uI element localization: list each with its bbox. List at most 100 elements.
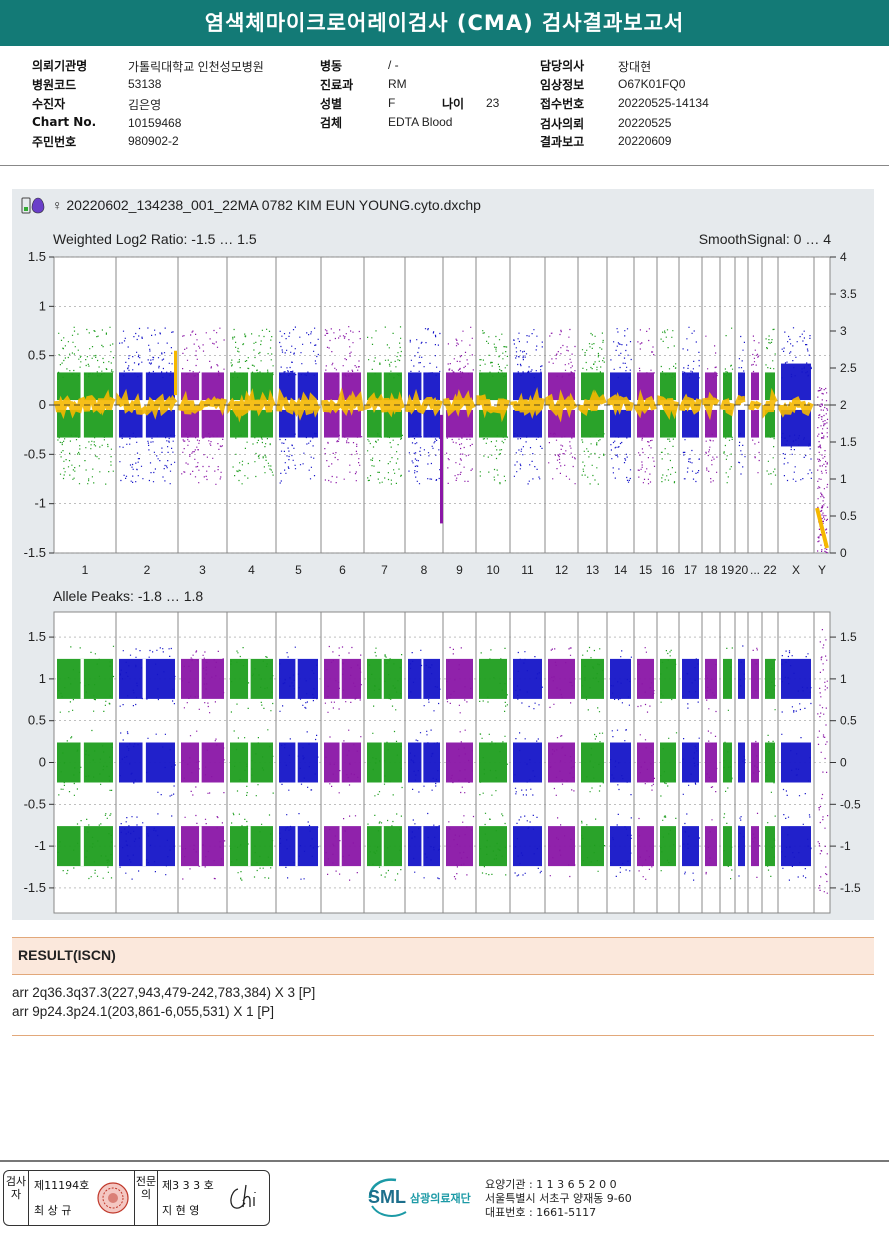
smooth-signal-line <box>578 389 607 417</box>
loss-9p-marker <box>440 414 443 524</box>
smooth-signal-line <box>607 392 634 416</box>
chromosome-20-allele <box>738 645 746 877</box>
age-label: 나이 <box>442 97 465 111</box>
chromosome-label: 16 <box>661 563 675 577</box>
chromosome-label: 10 <box>486 563 500 577</box>
specialist-no: 제3 3 3 호 <box>162 1179 214 1192</box>
file-icons <box>20 196 60 216</box>
allele-title: Allele Peaks: -1.8 … 1.8 <box>53 588 203 604</box>
examiner-name: 최 상 규 <box>34 1204 72 1217</box>
info-label: 주민번호 <box>32 135 77 149</box>
chromosome-1-allele <box>57 645 115 880</box>
chromosome-16-allele <box>660 649 678 872</box>
result-divider <box>12 1035 874 1036</box>
smooth-signal-line <box>443 389 476 419</box>
y-tick-label: -1.5 <box>24 545 46 560</box>
info-label: 검사의뢰 <box>540 117 585 131</box>
chromosome-17-allele <box>682 658 700 881</box>
y2-tick-label: 1 <box>840 472 847 486</box>
smooth-signal-line <box>54 389 116 420</box>
chromosome-label: X <box>792 563 800 577</box>
info-value: RM <box>388 77 407 91</box>
org-line-2: 서울특별시 서초구 양재동 9-60 <box>485 1192 632 1205</box>
y2-tick-label: 0.5 <box>840 714 857 728</box>
org-name: 삼광의료재단 <box>410 1191 471 1205</box>
result-heading: RESULT(ISCN) <box>18 947 116 963</box>
chromosome-label: 2 <box>144 563 151 577</box>
smooth-signal-line <box>321 387 364 417</box>
y2-tick-label: -1 <box>840 839 851 853</box>
smooth-signal-line <box>510 387 545 419</box>
info-value: EDTA Blood <box>388 115 453 129</box>
chromosome-20-log2 <box>738 335 746 475</box>
y-tick-label: 1.5 <box>28 249 46 264</box>
chromosome-label: 14 <box>614 563 628 577</box>
info-value: 10159468 <box>128 116 182 130</box>
chromosome-2-allele <box>119 647 176 880</box>
patient-info: 의뢰기관명 가톨릭대학교 인천성모병원 병원코드 53138 수진자 김은영 Chart N… <box>0 53 889 166</box>
chromosome-14-log2 <box>610 328 632 483</box>
chromosome-label: 6 <box>339 563 346 577</box>
chromosome-9-allele <box>446 646 475 880</box>
smooth-signal-line <box>227 388 276 423</box>
chromosome-22-allele <box>765 658 776 877</box>
y-tick-label: -0.5 <box>24 446 46 461</box>
y-tick-label: 1 <box>39 671 46 686</box>
y2-tick-label: 1.5 <box>840 435 857 449</box>
y2-tick-label: 0 <box>840 756 847 770</box>
smooth-signal-line <box>116 388 178 420</box>
info-value: 김은영 <box>128 98 162 112</box>
smooth-title: SmoothSignal: 0 … 4 <box>699 231 832 247</box>
chromosome-17-log2 <box>682 326 700 483</box>
y2-tick-label: 0 <box>840 546 847 560</box>
info-label: 검체 <box>320 116 343 130</box>
chromosome-label: 8 <box>421 563 428 577</box>
chromosome-X-allele <box>781 650 812 881</box>
cma-chart: 1.5 1 0.5 0 -0.5 -1 -1.5 4 3.5 3 2.5 2 1.5 1 0.5 0 Weigh… <box>24 231 861 914</box>
result-header: RESULT(ISCN) <box>12 937 874 975</box>
info-label: 병동 <box>320 59 343 73</box>
smooth-signal-line <box>178 390 227 416</box>
chromosome-label: 4 <box>248 563 255 577</box>
y-tick-label: 0 <box>39 397 46 412</box>
smooth-signal <box>54 387 829 549</box>
chromosome-15-allele <box>637 647 655 880</box>
chromosome-22-log2 <box>765 328 777 485</box>
chromosome-10-allele <box>479 647 508 876</box>
chromosome-label: 9 <box>456 563 463 577</box>
smooth-signal-line <box>634 389 657 419</box>
chromosome-label: 3 <box>199 563 206 577</box>
chromosome-Y-log2 <box>817 387 829 554</box>
smooth-signal-line <box>702 391 720 421</box>
chromosome-...-log2 <box>751 335 760 474</box>
org-info: 요양기관 : 1 1 3 6 5 2 0 0 서울특별시 서초구 양재동 9-6… <box>485 1178 632 1220</box>
chromosome-5-allele <box>279 646 319 880</box>
info-label: 병원코드 <box>32 78 77 92</box>
chromosome-16-log2 <box>660 329 677 484</box>
info-value: 가톨릭대학교 인천성모병원 <box>128 60 264 74</box>
chromosome-13-allele <box>581 646 606 872</box>
info-value: 20220609 <box>618 134 672 148</box>
y2-tick-label: 2.5 <box>840 361 857 375</box>
examiner-no: 제11194호 <box>34 1179 90 1192</box>
y2-tick-label: 4 <box>840 250 847 264</box>
y2-tick-label: -0.5 <box>840 797 861 811</box>
result-line-2: arr 9p24.3p24.1(203,861-6,055,531) X 1 [… <box>12 1004 274 1019</box>
chromosome-Y-allele <box>817 629 829 894</box>
chromosome-label: 15 <box>639 563 653 577</box>
y-tick-label: -1 <box>34 838 46 853</box>
footer-divider <box>0 1160 889 1162</box>
chromosome-label: 11 <box>521 563 534 577</box>
info-label: 수진자 <box>32 97 66 111</box>
smooth-signal-line <box>545 389 578 423</box>
chromosome-12-allele <box>548 647 576 878</box>
smooth-signal-line <box>778 396 814 418</box>
y-tick-label: -1.5 <box>24 880 46 895</box>
chromosome-11-allele <box>513 651 543 877</box>
y-tick-label: -1 <box>34 496 46 511</box>
info-value: 20220525 <box>618 116 672 130</box>
specialist-label: 전문의 <box>135 1175 157 1201</box>
info-value: O67K01FQ0 <box>618 77 686 91</box>
chromosome-label: ... <box>750 563 760 577</box>
y2-tick-label: -1.5 <box>840 881 861 895</box>
